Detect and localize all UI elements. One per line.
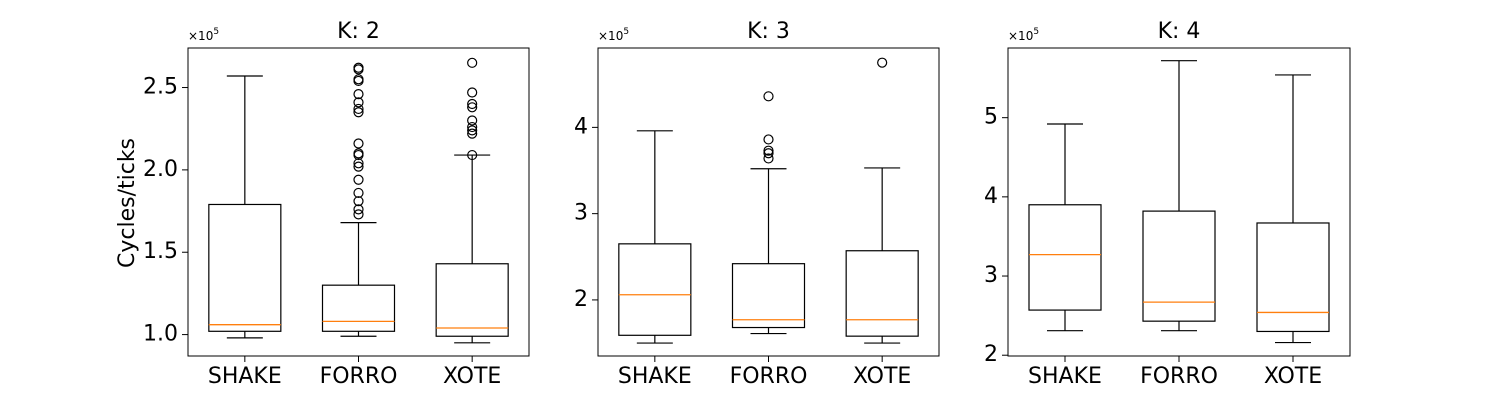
outlier-point bbox=[353, 138, 364, 149]
outlier-point bbox=[763, 153, 774, 164]
xtick-label: FORRO bbox=[730, 364, 808, 389]
box-xote bbox=[435, 263, 509, 337]
panel-title-2: K: 3 bbox=[747, 19, 790, 44]
outlier-point bbox=[467, 87, 478, 98]
y-axis-label: Cycles/ticks bbox=[115, 138, 140, 268]
box-xote bbox=[1256, 222, 1330, 333]
outlier-point bbox=[353, 204, 364, 215]
ytick-label: 3 bbox=[984, 263, 998, 288]
outlier-point bbox=[877, 57, 888, 68]
box-shake bbox=[1028, 204, 1102, 311]
xtick-label: SHAKE bbox=[208, 364, 282, 389]
outlier-point bbox=[353, 89, 364, 100]
panel-title-3: K: 4 bbox=[1158, 19, 1201, 44]
ytick-label: 3 bbox=[574, 201, 588, 226]
xtick-label: FORRO bbox=[1140, 364, 1218, 389]
ytick-label: 1.5 bbox=[143, 239, 178, 264]
outlier-point bbox=[353, 97, 364, 108]
outlier-point bbox=[353, 196, 364, 207]
outlier-point bbox=[467, 128, 478, 139]
outlier-point bbox=[763, 134, 774, 145]
outlier-point bbox=[763, 145, 774, 156]
ytick-label: 2 bbox=[574, 287, 588, 312]
outlier-point bbox=[763, 91, 774, 102]
outlier-point bbox=[353, 187, 364, 199]
ytick-label: 1.0 bbox=[143, 322, 178, 347]
xtick-label: XOTE bbox=[443, 364, 501, 389]
outlier-point bbox=[467, 98, 478, 110]
outlier-point bbox=[467, 121, 478, 133]
offset-label-2: ×105 bbox=[598, 27, 629, 43]
axes-frame-1 bbox=[187, 47, 530, 357]
xtick-label: XOTE bbox=[853, 364, 911, 389]
box-forro bbox=[321, 284, 396, 332]
ytick-label: 4 bbox=[574, 114, 588, 139]
outlier-point bbox=[353, 107, 364, 118]
offset-label-3: ×105 bbox=[1008, 27, 1039, 43]
box-forro bbox=[1142, 210, 1216, 322]
outlier-point bbox=[467, 57, 478, 68]
ytick-label: 2 bbox=[984, 342, 998, 367]
xtick-label: XOTE bbox=[1264, 364, 1322, 389]
xtick-label: SHAKE bbox=[1028, 364, 1102, 389]
offset-exponent-3: 5 bbox=[1033, 27, 1039, 37]
panel-title-1: K: 2 bbox=[337, 19, 380, 44]
outlier-point bbox=[763, 148, 774, 159]
axes-frame-3 bbox=[1007, 47, 1351, 357]
outlier-point bbox=[353, 158, 364, 169]
box-shake bbox=[208, 203, 282, 332]
offset-exponent-1: 5 bbox=[213, 27, 219, 37]
outlier-point bbox=[353, 174, 364, 185]
xtick-label: FORRO bbox=[320, 364, 398, 389]
outlier-point bbox=[353, 148, 364, 159]
outlier-point bbox=[467, 125, 478, 136]
box-xote bbox=[845, 250, 919, 337]
offset-exponent-2: 5 bbox=[623, 27, 629, 37]
ytick-label: 5 bbox=[984, 105, 998, 130]
axes-frame-2 bbox=[597, 47, 940, 357]
ytick-label: 2.5 bbox=[143, 75, 178, 100]
ytick-label: 2.0 bbox=[143, 157, 178, 182]
outlier-point bbox=[467, 115, 478, 126]
box-shake bbox=[618, 243, 692, 336]
outlier-point bbox=[353, 161, 364, 172]
outlier-point bbox=[467, 102, 478, 113]
outlier-point bbox=[353, 209, 364, 220]
offset-label-1: ×105 bbox=[188, 27, 219, 43]
outlier-point bbox=[467, 149, 478, 161]
box-forro bbox=[731, 263, 806, 329]
xtick-label: SHAKE bbox=[618, 364, 692, 389]
outlier-point bbox=[353, 62, 364, 73]
ytick-label: 4 bbox=[984, 184, 998, 209]
outlier-point bbox=[353, 74, 364, 85]
outlier-point bbox=[353, 103, 364, 115]
